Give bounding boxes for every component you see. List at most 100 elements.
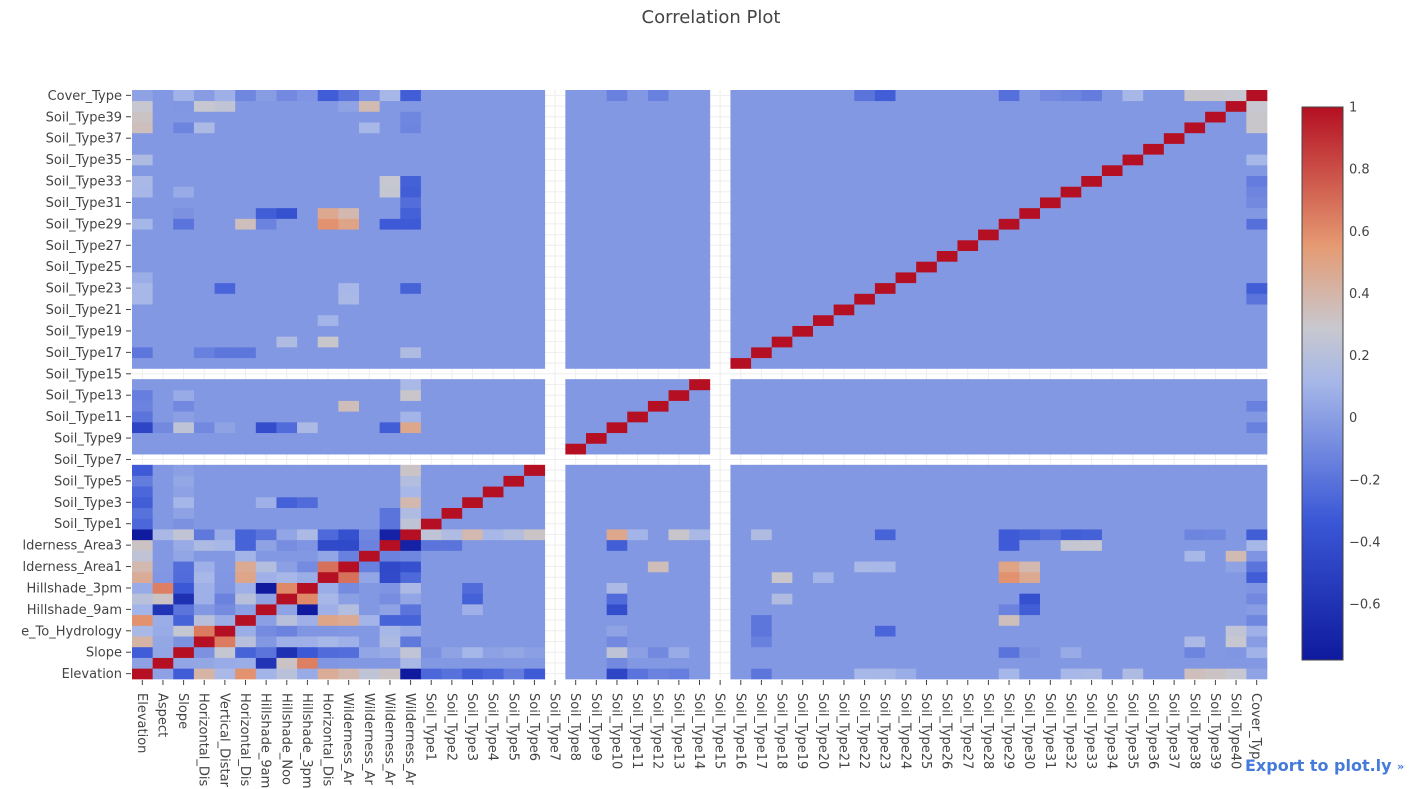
heatmap-cell [647, 561, 669, 573]
heatmap-cell [792, 111, 814, 123]
heatmap-cell [751, 336, 773, 348]
heatmap-cell [1163, 132, 1185, 144]
heatmap-cell [1205, 625, 1227, 637]
heatmap-cell [813, 239, 834, 251]
heatmap-cell [400, 625, 422, 637]
heatmap-cell [606, 207, 628, 219]
heatmap-cell [916, 400, 938, 412]
heatmap-cell [524, 143, 546, 155]
heatmap-cell [255, 261, 277, 273]
heatmap-cell [668, 175, 690, 187]
heatmap-cell [1246, 90, 1268, 102]
heatmap-cell [668, 304, 690, 316]
heatmap-cell [193, 646, 215, 658]
heatmap-cell [441, 218, 463, 230]
heatmap-cell [1205, 314, 1227, 326]
heatmap-cell [627, 132, 649, 144]
heatmap-cell [173, 539, 195, 551]
heatmap-cell [833, 143, 855, 155]
heatmap-cell [441, 261, 463, 273]
heatmap-cell [978, 518, 1000, 530]
heatmap-cell [132, 164, 153, 177]
y-tick-label: Hillshade_3pm [26, 581, 122, 596]
heatmap-cell [627, 175, 649, 187]
heatmap-cell [1122, 186, 1144, 198]
heatmap-cell [524, 154, 546, 166]
heatmap-cell [1101, 636, 1123, 648]
heatmap-cell [524, 336, 546, 348]
heatmap-cell [338, 100, 360, 112]
heatmap-cell [1225, 347, 1247, 359]
heatmap-cell [1184, 389, 1206, 401]
heatmap-cell [751, 111, 773, 123]
heatmap-cell [998, 614, 1020, 626]
export-arrow-icon: » [1397, 760, 1405, 773]
heatmap-cell [1060, 304, 1082, 316]
heatmap-cell [255, 400, 277, 412]
heatmap-cell [874, 314, 896, 326]
heatmap-cell [1225, 143, 1247, 155]
heatmap-cell [606, 357, 628, 369]
heatmap-cell [586, 143, 607, 155]
heatmap-cell [874, 325, 896, 337]
heatmap-cell [132, 571, 153, 583]
heatmap-cell [978, 539, 1000, 551]
x-tick-label: Soil_Type32 [1062, 693, 1077, 769]
heatmap-cell [276, 229, 298, 241]
heatmap-cell [1163, 561, 1185, 573]
heatmap-cell [1163, 282, 1185, 294]
heatmap-cell [132, 561, 153, 573]
heatmap-cell [833, 571, 855, 583]
heatmap-cell [916, 218, 938, 230]
heatmap-cell [833, 657, 855, 669]
heatmap-cell [1060, 550, 1082, 562]
heatmap-cell [1081, 314, 1103, 326]
heatmap-cell [482, 421, 504, 434]
heatmap-cell [193, 432, 215, 444]
heatmap-cell [420, 132, 442, 144]
heatmap-cell [833, 100, 855, 112]
heatmap-cell [1143, 293, 1165, 305]
heatmap-cell [647, 122, 669, 134]
export-to-plotly-link[interactable]: Export to plot.ly » [1245, 756, 1404, 775]
heatmap-cell [1205, 143, 1227, 155]
heatmap-cell [1163, 379, 1185, 391]
heatmap-cell [255, 100, 277, 112]
heatmap-cell [1060, 486, 1082, 498]
heatmap-cell [132, 207, 153, 219]
heatmap-cell [482, 218, 504, 230]
heatmap-cell [297, 164, 319, 177]
heatmap-cell [606, 432, 628, 444]
heatmap-cell [338, 496, 360, 509]
heatmap-cell [132, 293, 153, 305]
heatmap-cell [1225, 604, 1247, 616]
heatmap-cell [833, 132, 855, 144]
heatmap-cell [132, 518, 153, 530]
heatmap-cell [276, 90, 298, 102]
heatmap-cell [482, 347, 504, 359]
heatmap-cell [895, 293, 917, 305]
heatmap-cell [1246, 186, 1268, 198]
heatmap-cell [957, 614, 979, 626]
heatmap-cell [998, 154, 1020, 166]
heatmap-cell [792, 496, 814, 509]
heatmap-cell [586, 293, 607, 305]
heatmap-cell [173, 400, 195, 412]
heatmap-cell [1060, 218, 1082, 230]
heatmap-cell [173, 314, 195, 326]
heatmap-cell [173, 282, 195, 294]
heatmap-cell [1122, 132, 1144, 144]
heatmap-cell [1143, 379, 1165, 391]
heatmap-cell [482, 336, 504, 348]
heatmap-cell [338, 507, 360, 519]
heatmap-cell [214, 100, 236, 112]
heatmap-cell [957, 122, 979, 134]
export-label[interactable]: Export to plot.ly [1245, 756, 1392, 775]
heatmap-cell [978, 571, 1000, 583]
heatmap-cell [317, 604, 339, 616]
heatmap-cell [1081, 475, 1103, 487]
y-tick-label: Soil_Type13 [46, 389, 122, 404]
heatmap-cell [524, 90, 546, 102]
heatmap-cell [400, 604, 422, 616]
heatmap-cell [792, 614, 814, 626]
